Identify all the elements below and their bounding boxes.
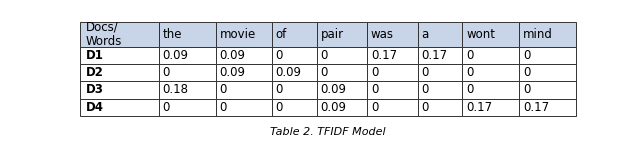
Text: 0: 0 <box>163 101 170 114</box>
Bar <box>273 64 317 81</box>
Text: 0.09: 0.09 <box>220 49 246 62</box>
Text: of: of <box>276 28 287 41</box>
Text: 0: 0 <box>523 49 531 62</box>
Bar <box>317 64 367 81</box>
Text: D4: D4 <box>86 101 104 114</box>
Bar <box>273 81 317 99</box>
Text: 0.18: 0.18 <box>163 83 189 96</box>
Bar <box>273 47 317 64</box>
Bar <box>418 22 462 47</box>
Text: movie: movie <box>220 28 256 41</box>
Bar <box>462 47 519 64</box>
Bar <box>80 99 159 116</box>
Bar <box>216 81 273 99</box>
Text: 0: 0 <box>163 66 170 79</box>
Bar <box>159 99 216 116</box>
Bar <box>273 99 317 116</box>
Text: 0: 0 <box>371 66 378 79</box>
Text: the: the <box>163 28 182 41</box>
Text: Table 2. TFIDF Model: Table 2. TFIDF Model <box>270 127 386 137</box>
Text: 0: 0 <box>421 101 428 114</box>
Text: 0: 0 <box>371 101 378 114</box>
Text: D1: D1 <box>86 49 104 62</box>
Bar <box>418 47 462 64</box>
Bar <box>519 81 576 99</box>
Text: was: was <box>371 28 394 41</box>
Text: 0: 0 <box>276 101 283 114</box>
Bar <box>462 81 519 99</box>
Text: D2: D2 <box>86 66 104 79</box>
Text: 0.17: 0.17 <box>371 49 397 62</box>
Bar <box>367 47 418 64</box>
Bar <box>216 64 273 81</box>
Text: wont: wont <box>466 28 495 41</box>
Text: D3: D3 <box>86 83 104 96</box>
Bar <box>159 81 216 99</box>
Text: 0.17: 0.17 <box>421 49 447 62</box>
Bar <box>317 99 367 116</box>
Text: 0: 0 <box>276 83 283 96</box>
Text: 0.09: 0.09 <box>321 101 346 114</box>
Bar <box>159 64 216 81</box>
Bar <box>159 22 216 47</box>
Bar <box>273 22 317 47</box>
Bar <box>317 47 367 64</box>
Bar <box>519 64 576 81</box>
Bar <box>462 99 519 116</box>
Text: 0: 0 <box>421 66 428 79</box>
Bar <box>216 99 273 116</box>
Text: 0: 0 <box>220 101 227 114</box>
Bar <box>216 47 273 64</box>
Text: 0: 0 <box>421 83 428 96</box>
Text: 0.09: 0.09 <box>220 66 246 79</box>
Text: 0: 0 <box>523 83 531 96</box>
Text: 0: 0 <box>466 66 474 79</box>
Text: mind: mind <box>523 28 553 41</box>
Bar <box>367 99 418 116</box>
Bar <box>80 81 159 99</box>
Text: Docs/
Words: Docs/ Words <box>86 20 122 49</box>
Bar <box>159 47 216 64</box>
Bar <box>80 64 159 81</box>
Bar <box>462 22 519 47</box>
Bar <box>80 22 159 47</box>
Text: 0: 0 <box>321 66 328 79</box>
Text: 0: 0 <box>466 49 474 62</box>
Text: 0: 0 <box>523 66 531 79</box>
Text: pair: pair <box>321 28 344 41</box>
Bar <box>418 64 462 81</box>
Text: 0: 0 <box>276 49 283 62</box>
Text: 0.09: 0.09 <box>276 66 301 79</box>
Text: 0.09: 0.09 <box>163 49 189 62</box>
Bar <box>317 22 367 47</box>
Text: a: a <box>421 28 428 41</box>
Bar <box>462 64 519 81</box>
Text: 0: 0 <box>466 83 474 96</box>
Bar <box>216 22 273 47</box>
Bar <box>367 64 418 81</box>
Text: 0: 0 <box>321 49 328 62</box>
Bar <box>519 47 576 64</box>
Bar <box>317 81 367 99</box>
Text: 0: 0 <box>220 83 227 96</box>
Bar <box>519 22 576 47</box>
Bar <box>80 47 159 64</box>
Text: 0: 0 <box>371 83 378 96</box>
Bar <box>367 81 418 99</box>
Bar <box>367 22 418 47</box>
Bar <box>519 99 576 116</box>
Bar <box>418 99 462 116</box>
Text: 0.17: 0.17 <box>466 101 492 114</box>
Text: 0.17: 0.17 <box>523 101 549 114</box>
Bar <box>418 81 462 99</box>
Text: 0.09: 0.09 <box>321 83 346 96</box>
